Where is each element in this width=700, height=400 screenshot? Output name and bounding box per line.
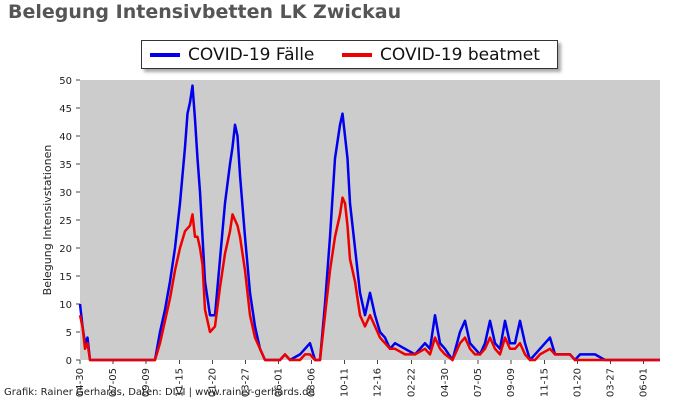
legend-item-faelle: COVID-19 Fälle bbox=[150, 41, 314, 68]
legend-swatch-beatmet bbox=[342, 52, 372, 57]
x-tick-label: 10-11 bbox=[340, 368, 351, 397]
x-tick-label: 08-06 bbox=[307, 368, 318, 397]
y-tick-label: 15 bbox=[59, 272, 72, 283]
y-tick-label: 25 bbox=[59, 216, 72, 227]
plot-area bbox=[80, 80, 660, 360]
x-tick-label: 12-16 bbox=[373, 368, 384, 397]
x-tick-label: 09-09 bbox=[141, 368, 152, 397]
series-line-beatmet bbox=[78, 196, 660, 362]
y-tick-label: 5 bbox=[66, 328, 72, 339]
y-tick-label: 50 bbox=[59, 76, 72, 87]
y-tick-label: 0 bbox=[66, 356, 72, 367]
x-tick-label: 02-22 bbox=[407, 368, 418, 397]
x-tick-label: 06-01 bbox=[274, 368, 285, 397]
x-tick-label: 03-27 bbox=[241, 368, 252, 397]
x-tick-label: 01-20 bbox=[208, 368, 219, 397]
series-line-faelle bbox=[78, 84, 660, 362]
y-tick-label: 40 bbox=[59, 132, 72, 143]
y-tick-label: 20 bbox=[59, 244, 72, 255]
legend: COVID-19 Fälle COVID-19 beatmet bbox=[141, 40, 558, 69]
legend-swatch-faelle bbox=[150, 52, 180, 57]
x-tick-label: 06-01 bbox=[639, 368, 650, 397]
legend-item-beatmet: COVID-19 beatmet bbox=[342, 41, 540, 68]
x-tick-label: 04-30 bbox=[75, 368, 86, 397]
x-tick-label: 07-05 bbox=[108, 368, 119, 397]
y-tick-label: 35 bbox=[59, 160, 72, 171]
y-axis-label: Belegung Intensivstationen bbox=[41, 145, 54, 296]
legend-label-beatmet: COVID-19 beatmet bbox=[380, 44, 540, 65]
credit-line: Grafik: Rainer Gerhards, Daten: DIVI | w… bbox=[4, 387, 315, 398]
y-tick-label: 30 bbox=[59, 188, 72, 199]
legend-label-faelle: COVID-19 Fälle bbox=[188, 44, 315, 65]
chart-title: Belegung Intensivbetten LK Zwickau bbox=[8, 1, 402, 23]
x-tick-label: 01-20 bbox=[573, 368, 584, 397]
x-tick-label: 09-09 bbox=[506, 368, 517, 397]
y-tick-label: 45 bbox=[59, 104, 72, 115]
x-tick-label: 04-30 bbox=[440, 368, 451, 397]
x-tick-label: 11-15 bbox=[175, 368, 186, 397]
x-tick-label: 11-15 bbox=[540, 368, 551, 397]
y-tick-label: 10 bbox=[59, 300, 72, 311]
x-tick-label: 03-27 bbox=[606, 368, 617, 397]
x-tick-label: 07-05 bbox=[473, 368, 484, 397]
